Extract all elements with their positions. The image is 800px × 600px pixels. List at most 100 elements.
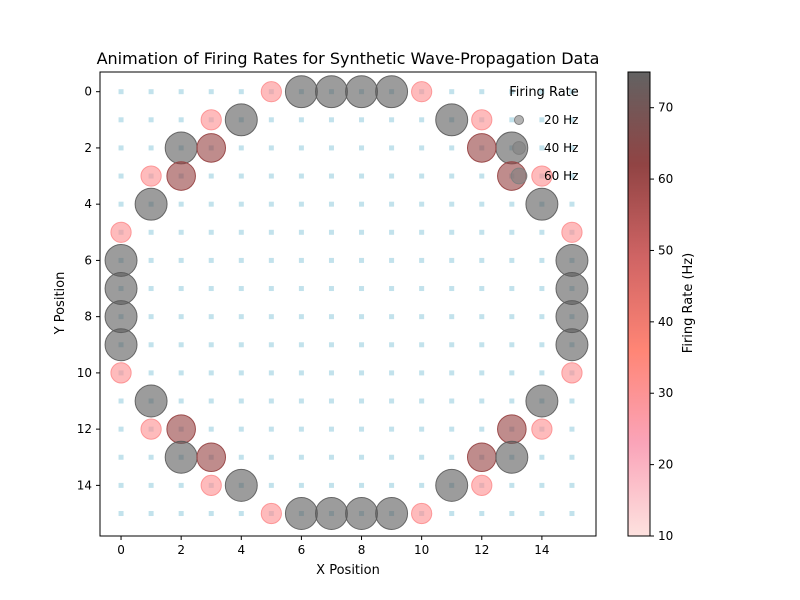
grid-marker — [509, 398, 515, 404]
colorbar-label: Firing Rate (Hz) — [681, 253, 696, 353]
legend-label: 60 Hz — [544, 169, 578, 183]
grid-marker — [539, 370, 545, 376]
grid-marker — [328, 201, 334, 207]
grid-marker — [148, 482, 154, 488]
grid-marker — [449, 229, 455, 235]
grid-marker — [148, 229, 154, 235]
data-points — [104, 75, 589, 530]
colorbar-ticks: 10 20 30 40 50 60 70 — [650, 101, 673, 543]
data-point — [466, 133, 497, 163]
data-point — [471, 109, 493, 131]
grid-marker — [359, 398, 365, 404]
grid-marker — [569, 426, 575, 432]
grid-marker — [509, 370, 515, 376]
grid-marker — [238, 201, 244, 207]
grid-marker — [479, 89, 485, 95]
data-point — [525, 384, 559, 418]
colorbar-tick-label: 40 — [658, 315, 673, 329]
grid-marker — [569, 173, 575, 179]
data-point — [164, 131, 198, 165]
grid-marker — [419, 257, 425, 263]
grid-marker — [298, 426, 304, 432]
grid-marker — [479, 201, 485, 207]
data-point — [104, 300, 138, 334]
grid-marker — [178, 201, 184, 207]
data-point — [166, 161, 196, 191]
grid-marker — [359, 229, 365, 235]
grid-marker — [208, 89, 214, 95]
x-tick-label: 6 — [298, 543, 306, 557]
grid-marker — [268, 117, 274, 123]
colorbar-tick-label: 50 — [658, 243, 673, 257]
data-point — [224, 103, 258, 137]
y-axis-label: Y Position — [53, 272, 68, 336]
grid-marker — [419, 229, 425, 235]
grid-marker — [479, 173, 485, 179]
grid-marker — [208, 229, 214, 235]
grid-marker — [539, 145, 545, 151]
y-tick-label: 14 — [77, 478, 92, 492]
x-tick-label: 10 — [414, 543, 429, 557]
grid-marker — [359, 454, 365, 460]
grid-marker — [389, 173, 395, 179]
grid-marker — [118, 145, 124, 151]
data-point — [104, 272, 138, 306]
grid-marker — [268, 173, 274, 179]
data-point — [555, 272, 589, 306]
data-point — [224, 468, 258, 502]
grid-marker — [328, 454, 334, 460]
grid-marker — [389, 257, 395, 263]
grid-marker — [208, 173, 214, 179]
grid-marker — [569, 482, 575, 488]
y-tick-label: 8 — [84, 310, 92, 324]
grid-marker — [389, 342, 395, 348]
grid-marker — [178, 370, 184, 376]
data-point — [110, 221, 132, 243]
grid-marker — [359, 314, 365, 320]
data-point — [110, 362, 132, 384]
grid-marker — [539, 117, 545, 123]
grid-marker — [389, 145, 395, 151]
grid-marker — [419, 342, 425, 348]
data-point — [200, 474, 222, 496]
grid-marker — [449, 201, 455, 207]
grid-marker — [419, 370, 425, 376]
x-axis-ticks: 0 2 4 6 8 10 12 14 — [117, 536, 550, 557]
data-point — [166, 414, 196, 444]
data-point — [134, 384, 168, 418]
legend-label: 20 Hz — [544, 113, 578, 127]
grid-marker — [389, 286, 395, 292]
grid-marker — [238, 454, 244, 460]
grid-marker — [569, 89, 575, 95]
chart-title: Animation of Firing Rates for Synthetic … — [97, 49, 600, 68]
grid-marker — [298, 173, 304, 179]
grid-marker — [238, 342, 244, 348]
grid-marker — [479, 229, 485, 235]
grid-marker — [539, 314, 545, 320]
data-point — [531, 165, 553, 187]
grid-marker — [389, 482, 395, 488]
grid-marker — [298, 257, 304, 263]
grid-marker — [178, 286, 184, 292]
grid-marker — [328, 314, 334, 320]
grid-marker — [328, 370, 334, 376]
grid-marker — [539, 511, 545, 517]
grid-marker — [238, 426, 244, 432]
grid-marker — [118, 426, 124, 432]
grid-marker — [328, 145, 334, 151]
grid-marker — [268, 257, 274, 263]
grid-marker — [479, 286, 485, 292]
data-point — [284, 497, 318, 530]
grid-marker — [238, 511, 244, 517]
grid-marker — [359, 370, 365, 376]
grid-marker — [419, 482, 425, 488]
grid-marker — [208, 342, 214, 348]
grid-marker — [208, 370, 214, 376]
colorbar-tick-label: 60 — [658, 172, 673, 186]
plot-area: 0 2 4 6 8 10 12 14 0 2 4 6 8 10 12 14 — [77, 71, 597, 557]
grid-marker — [449, 454, 455, 460]
grid-marker — [359, 286, 365, 292]
grid-marker — [389, 201, 395, 207]
grid-marker — [118, 117, 124, 123]
x-tick-label: 14 — [534, 543, 549, 557]
